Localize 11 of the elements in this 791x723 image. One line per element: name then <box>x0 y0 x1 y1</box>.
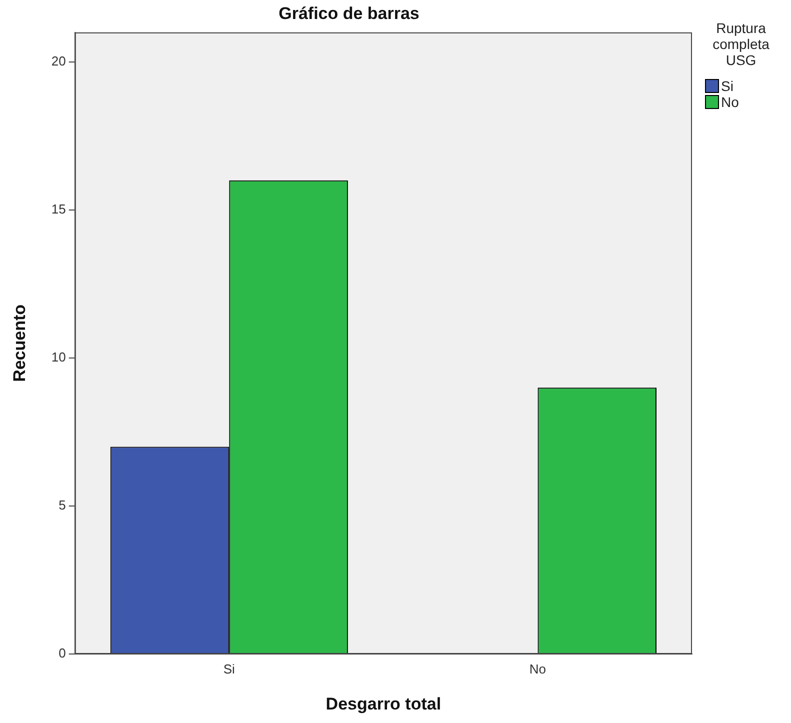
x-axis-title: Desgarro total <box>326 694 442 714</box>
chart-title: Gráfico de barras <box>278 4 420 23</box>
y-tick-label: 15 <box>51 202 66 217</box>
y-axis-title: Recuento <box>10 304 29 382</box>
legend-label: No <box>721 94 739 110</box>
y-tick-label: 0 <box>58 646 66 661</box>
y-tick-label: 5 <box>58 498 66 513</box>
y-tick-label: 20 <box>51 54 66 69</box>
legend-title: Ruptura completa USG <box>712 20 770 68</box>
y-tick-label: 10 <box>51 350 66 365</box>
legend-label: Si <box>721 78 734 94</box>
